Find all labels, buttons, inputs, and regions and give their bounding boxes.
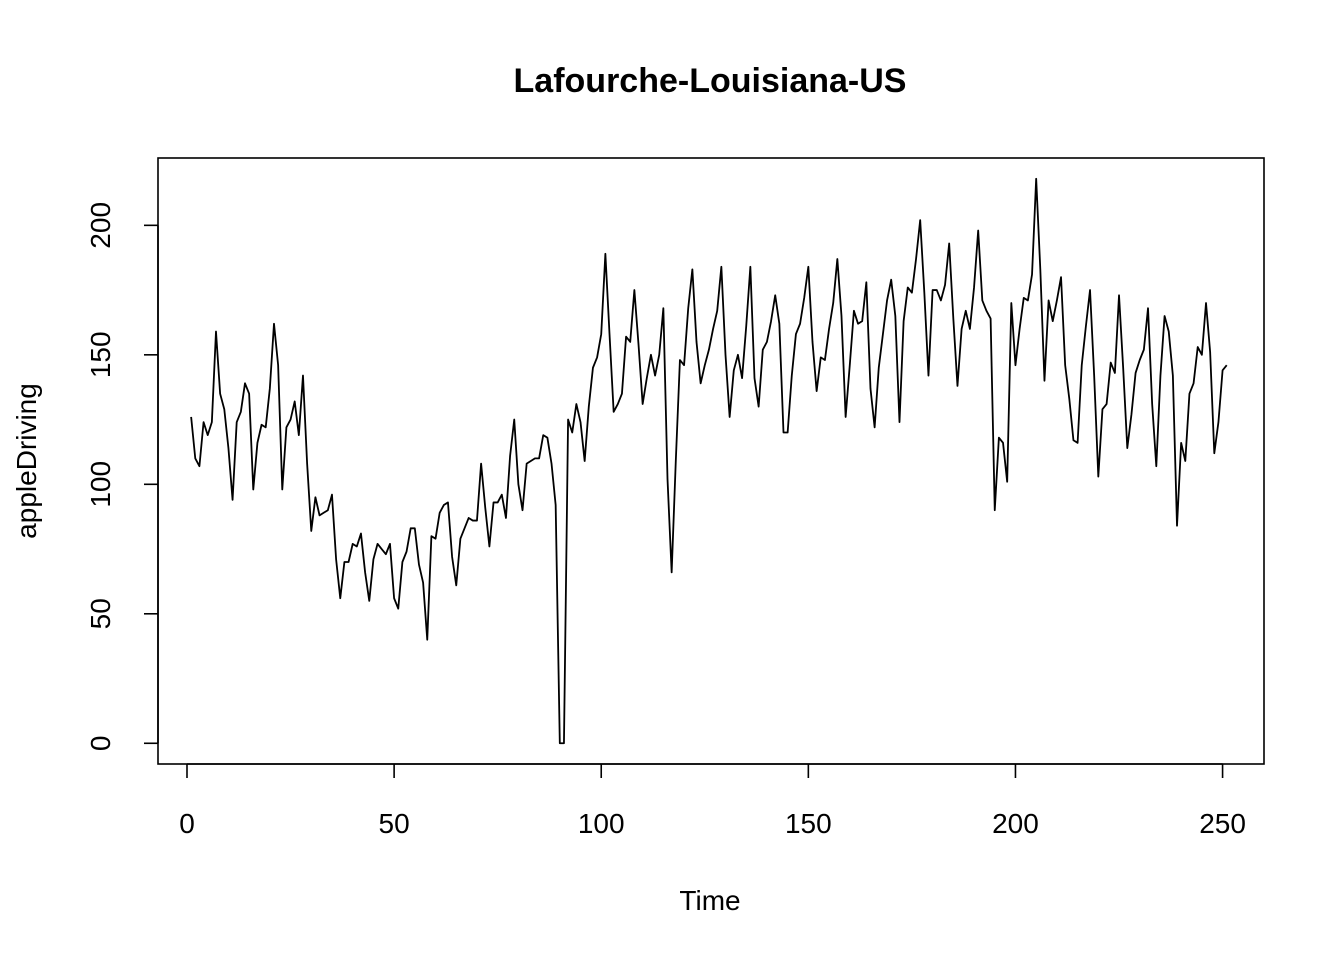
x-tick-label: 100 xyxy=(578,808,625,839)
y-tick-label: 100 xyxy=(85,461,116,508)
y-axis: 0 50 100 150 200 xyxy=(85,202,159,751)
series-line xyxy=(190,177,1228,745)
x-tick-label: 50 xyxy=(379,808,410,839)
y-tick-label: 50 xyxy=(85,598,116,629)
y-tick-label: 0 xyxy=(85,735,116,751)
x-tick-label: 150 xyxy=(785,808,832,839)
chart-title: Lafourche-Louisiana-US xyxy=(514,62,907,100)
y-axis-label: appleDriving xyxy=(11,383,42,539)
y-tick-label: 200 xyxy=(85,202,116,249)
x-tick-label: 250 xyxy=(1199,808,1246,839)
x-tick-label: 200 xyxy=(992,808,1039,839)
x-tick-label: 0 xyxy=(179,808,195,839)
y-tick-label: 150 xyxy=(85,331,116,378)
x-axis-label: Time xyxy=(679,885,740,916)
x-axis: 0 50 100 150 200 250 xyxy=(179,763,1246,839)
